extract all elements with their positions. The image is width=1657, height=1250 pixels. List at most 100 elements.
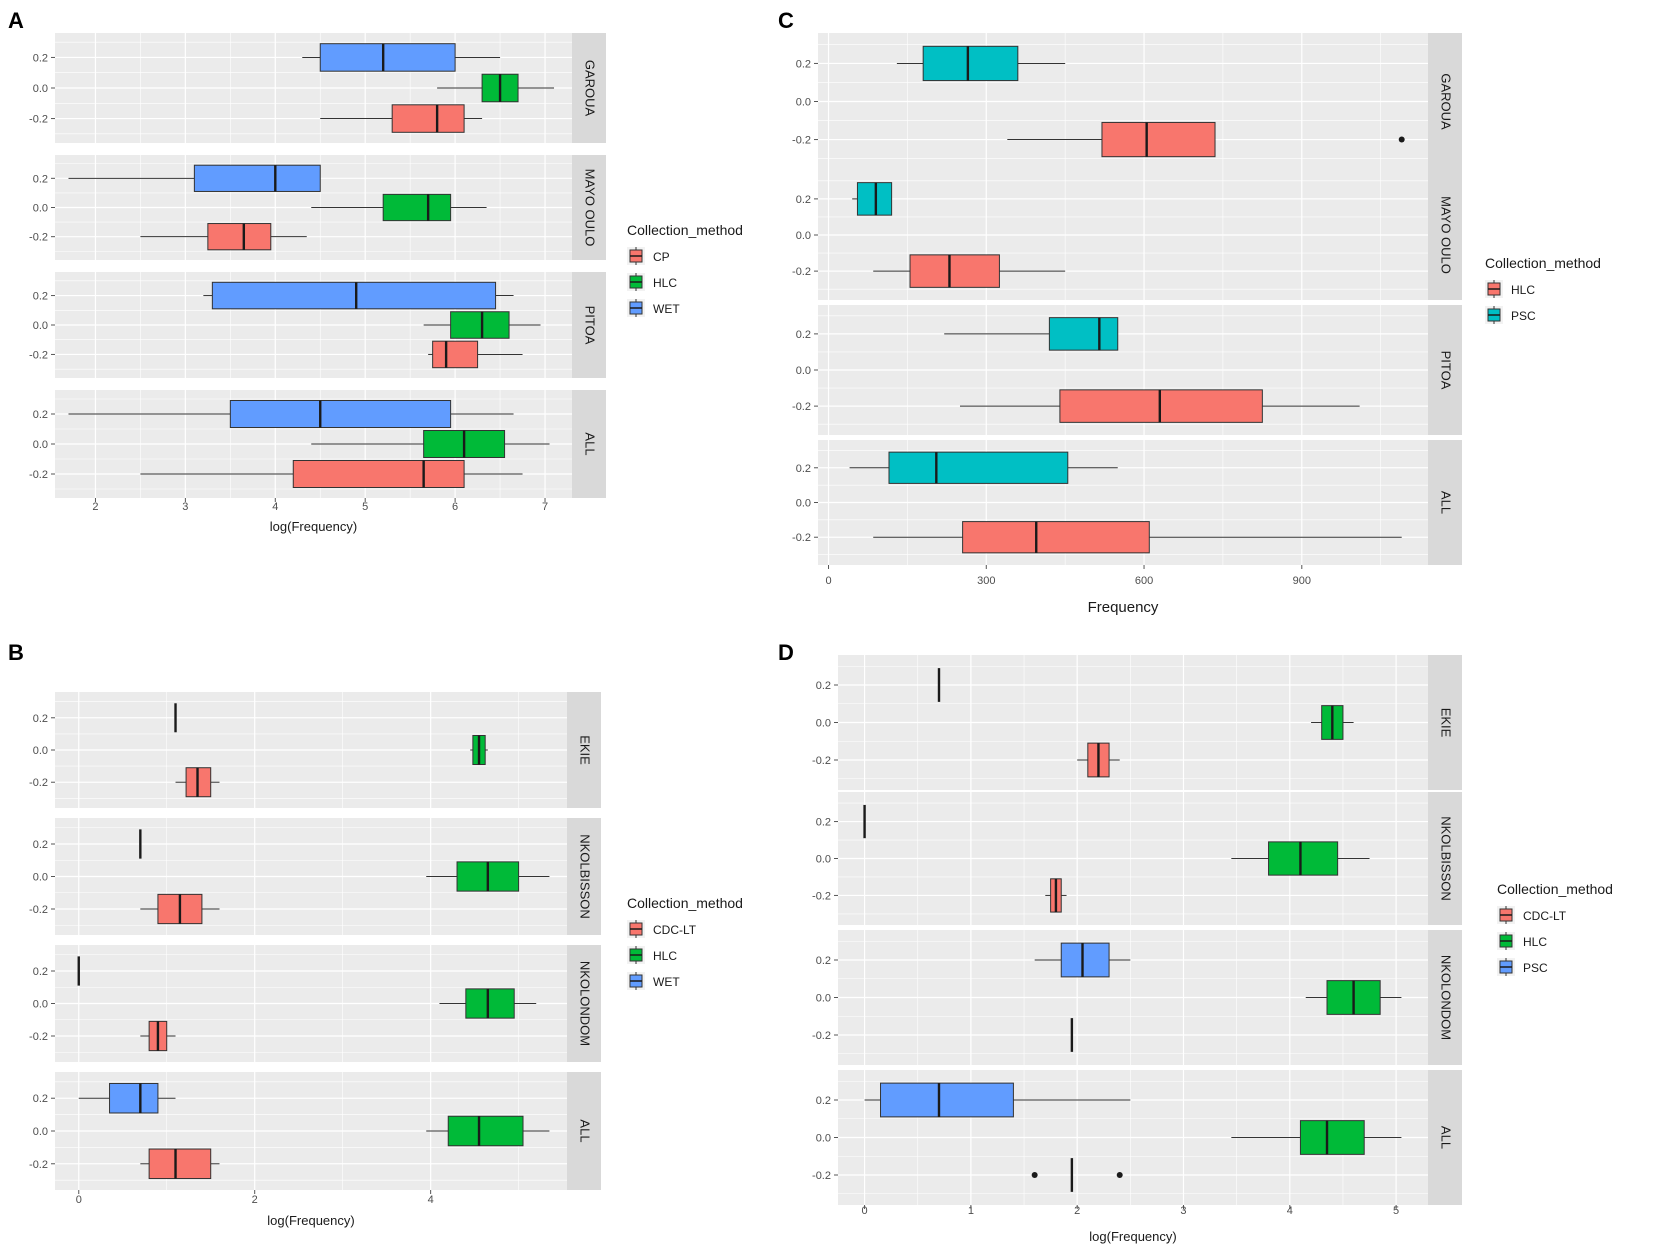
legend-item-wet: WET [627, 299, 680, 317]
box-iqr [1048, 317, 1119, 351]
facet-strip [1428, 655, 1462, 790]
box-iqr [229, 400, 452, 428]
facet-strip [567, 818, 601, 935]
facet-strip [1428, 33, 1462, 170]
legend-title: Collection_method [627, 895, 743, 911]
x-axis-title: Frequency [1088, 599, 1159, 616]
facet-strip [572, 155, 606, 260]
box-hlc [439, 988, 537, 1019]
box-iqr [1059, 389, 1263, 423]
legend-label: PSC [1523, 961, 1548, 975]
y-tick-label: 0.0 [33, 999, 48, 1011]
box-hlc [1311, 705, 1354, 740]
facet-pitoa: -0.2 0.0 0.2 PITOA [29, 272, 606, 378]
y-tick-label: -0.2 [29, 114, 48, 126]
y-tick-label: -0.2 [792, 135, 811, 147]
y-tick-label: 0.0 [816, 854, 831, 866]
x-tick-label: 2 [92, 501, 98, 513]
legend-label: CDC-LT [653, 923, 697, 937]
y-tick-label: -0.2 [792, 532, 811, 544]
x-tick-label: 600 [1135, 575, 1153, 587]
box-iqr [319, 43, 456, 72]
panel-b: B -0.2 0.0 0.2 EKIE -0.2 0.0 0.2 NKOLBISSON -0.2 0… [8, 640, 743, 1228]
x-tick-label: 6 [452, 501, 458, 513]
y-tick-label: -0.2 [812, 1170, 831, 1182]
box-wet [203, 281, 514, 310]
facet-strip-label: MAYO OULO [583, 169, 598, 247]
facet-ekie: -0.2 0.0 0.2 EKIE [29, 692, 601, 808]
facet-strip [567, 1072, 601, 1190]
panel-label: B [8, 640, 24, 665]
facet-strip-label: NKOLONDOM [578, 961, 593, 1046]
facet-strip-label: MAYO OULO [1439, 196, 1454, 274]
y-tick-label: 0.2 [33, 173, 48, 185]
legend-title: Collection_method [1497, 881, 1613, 897]
x-tick-label: 300 [977, 575, 995, 587]
x-tick-label: 5 [362, 501, 368, 513]
outlier-point [1116, 1172, 1123, 1178]
legend-item-hlc: HLC [1485, 280, 1535, 298]
x-tick-label: 0 [862, 1205, 868, 1217]
y-tick-label: 0.0 [33, 745, 48, 757]
box-hlc [1007, 121, 1405, 158]
facet-garoua: -0.2 0.0 0.2 GAROUA [792, 33, 1462, 170]
legend-label: WET [653, 302, 680, 316]
box-cdc-lt [140, 893, 220, 925]
y-tick-label: 0.2 [796, 194, 811, 206]
y-tick-label: 0.0 [796, 498, 811, 510]
y-tick-label: -0.2 [29, 777, 48, 789]
facet-strip [572, 33, 606, 143]
box-hlc [311, 193, 487, 222]
box-iqr [922, 45, 1019, 82]
box-iqr [962, 521, 1150, 554]
box-hlc [1231, 841, 1370, 876]
box-psc [852, 182, 893, 216]
y-tick-label: -0.2 [29, 904, 48, 916]
box-iqr [207, 223, 272, 251]
y-tick-label: 0.0 [33, 83, 48, 95]
x-tick-label: 7 [542, 501, 548, 513]
legend: Collection_method CDC-LT HLC PSC [1497, 881, 1613, 976]
box-cp [140, 223, 307, 251]
panel-label: C [778, 8, 794, 33]
y-tick-label: 0.0 [796, 97, 811, 109]
box-iqr [148, 1148, 212, 1180]
y-tick-label: 0.2 [816, 955, 831, 967]
facet-all: -0.2 0.0 0.2 ALL [792, 440, 1462, 565]
y-tick-label: -0.2 [792, 266, 811, 278]
y-tick-label: 0.0 [816, 718, 831, 730]
y-tick-label: 0.0 [796, 365, 811, 377]
y-tick-label: -0.2 [29, 469, 48, 481]
outlier-point [1398, 136, 1405, 143]
facet-strip [1428, 792, 1462, 925]
y-tick-label: 0.0 [816, 993, 831, 1005]
legend: Collection_method CDC-LT HLC WET [627, 895, 743, 990]
legend-label: HLC [653, 949, 677, 963]
y-tick-label: -0.2 [792, 401, 811, 413]
box-iqr [211, 281, 497, 310]
y-tick-label: 0.2 [816, 817, 831, 829]
box-psc [864, 1082, 1131, 1118]
box-psc [1034, 942, 1131, 978]
box-iqr [292, 460, 465, 488]
facet-strip-label: NKOLONDOM [1439, 955, 1454, 1040]
facet-strip [1428, 305, 1462, 435]
y-tick-label: 0.2 [796, 463, 811, 475]
y-tick-label: -0.2 [29, 232, 48, 244]
legend-label: CDC-LT [1523, 909, 1567, 923]
facet-strip-label: GAROUA [583, 60, 598, 117]
legend-item-cdc-lt: CDC-LT [627, 920, 697, 938]
box-hlc [1231, 1120, 1402, 1155]
box-psc [849, 451, 1118, 484]
box-iqr [909, 254, 1000, 288]
facet-strip-label: PITOA [583, 306, 598, 345]
box-hlc [311, 430, 550, 458]
legend-item-psc: PSC [1497, 958, 1548, 976]
facet-strip [1428, 440, 1462, 565]
x-tick-label: 0 [76, 1194, 82, 1206]
legend-label: HLC [1511, 283, 1535, 297]
legend-item-psc: PSC [1485, 306, 1536, 324]
legend-title: Collection_method [1485, 255, 1601, 271]
